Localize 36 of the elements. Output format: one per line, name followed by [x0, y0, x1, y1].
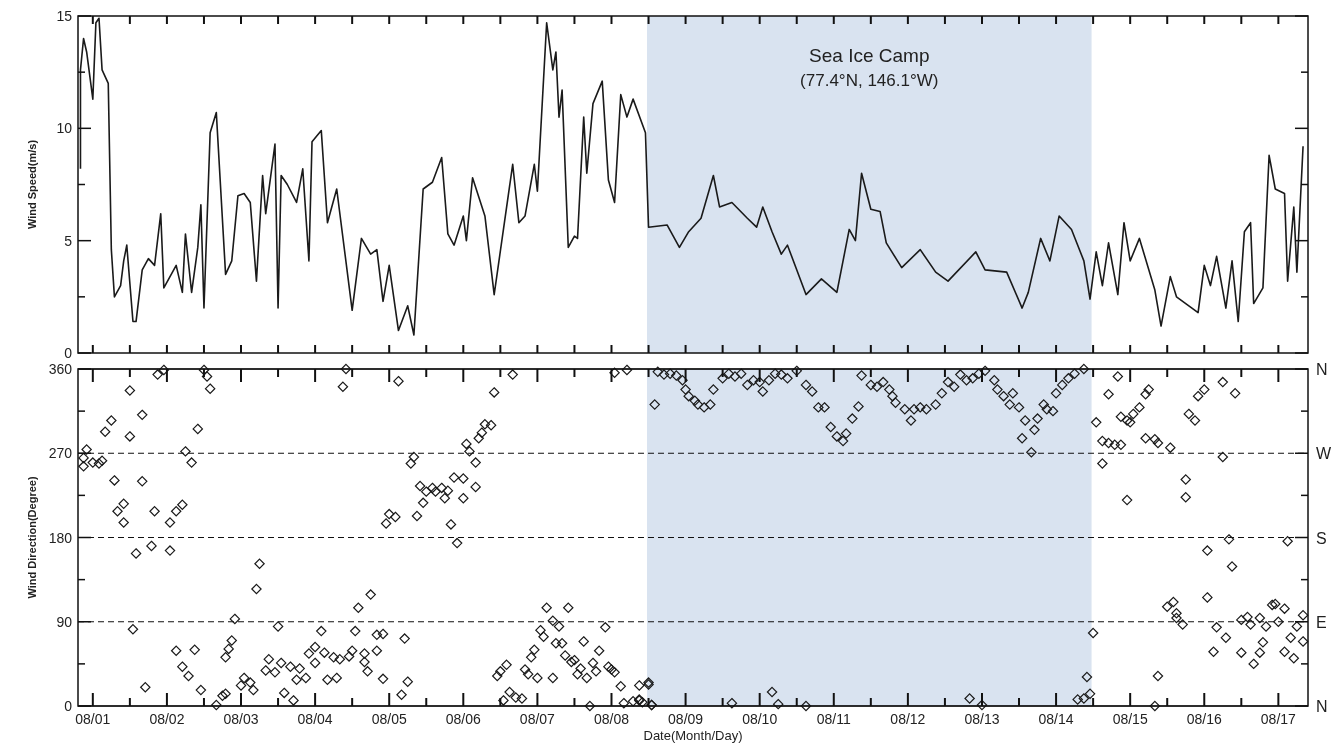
x-tick-label: 08/05: [371, 711, 407, 727]
x-tick-label: 08/11: [816, 711, 851, 727]
x-tick-label: 08/12: [890, 711, 926, 727]
x-tick-label: 08/15: [1112, 711, 1148, 727]
x-tick-label: 08/14: [1038, 711, 1074, 727]
x-tick-label: 08/16: [1186, 711, 1222, 727]
ref-line-label: W: [1316, 445, 1332, 463]
y-axis-title: Wind Speed(m/s): [26, 139, 38, 230]
y-tick-label: 15: [56, 8, 73, 24]
x-tick-label: 08/09: [668, 711, 704, 727]
x-axis-title: Date(Month/Day): [643, 728, 743, 743]
y-tick-label: 360: [48, 361, 73, 377]
x-tick-label: 08/03: [223, 711, 259, 727]
x-tick-label: 08/02: [149, 711, 185, 727]
y-tick-label: 10: [56, 120, 73, 137]
x-tick-label: 08/04: [297, 711, 333, 727]
y-tick-label: 90: [56, 613, 73, 630]
annotation: (77.4°N, 146.1°W): [800, 71, 939, 90]
ref-line-label: E: [1316, 613, 1327, 631]
ref-line-label: N: [1316, 698, 1328, 715]
x-tick-label: 08/01: [75, 711, 111, 727]
y-tick-label: 180: [48, 529, 73, 546]
x-tick-label: 08/06: [445, 711, 482, 727]
y-tick-label: 5: [64, 232, 73, 249]
x-tick-label: 08/07: [519, 711, 556, 727]
x-tick-label: 08/17: [1260, 711, 1297, 727]
y-axis-title: Wind Direction(Degree): [26, 476, 38, 599]
band-label: Sea Ice Camp: [809, 45, 930, 66]
y-tick-label: 270: [48, 445, 73, 462]
x-tick-label: 08/10: [742, 711, 778, 727]
x-tick-label: 08/13: [964, 711, 1000, 727]
ref-line-label: N: [1316, 361, 1328, 378]
y-tick-label: 0: [64, 345, 73, 361]
ref-line-label: S: [1316, 529, 1327, 547]
y-tick-label: 0: [64, 698, 73, 714]
x-tick-label: 08/08: [593, 711, 630, 727]
